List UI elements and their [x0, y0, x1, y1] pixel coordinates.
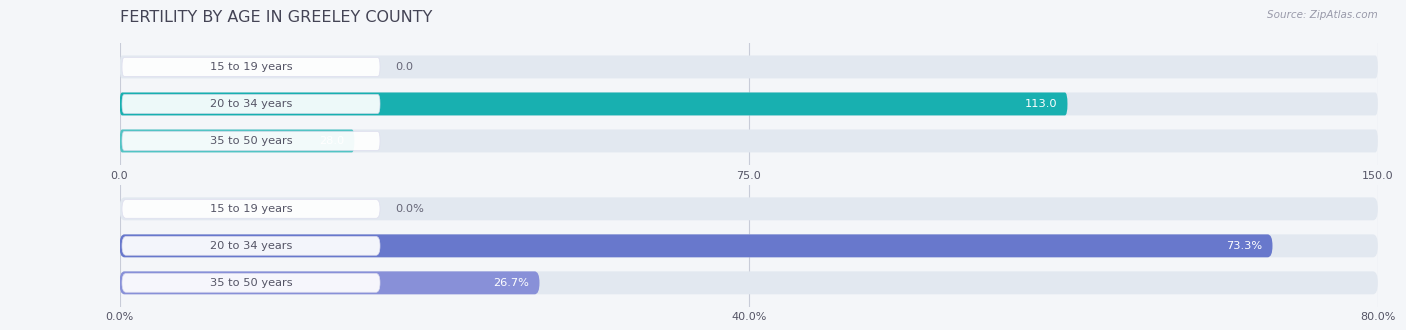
Text: 0.0: 0.0: [395, 62, 413, 72]
Text: 28.0: 28.0: [319, 136, 344, 146]
FancyBboxPatch shape: [122, 94, 380, 114]
FancyBboxPatch shape: [122, 132, 380, 150]
FancyBboxPatch shape: [120, 129, 1378, 152]
FancyBboxPatch shape: [122, 57, 380, 76]
FancyBboxPatch shape: [120, 234, 1272, 257]
FancyBboxPatch shape: [120, 129, 354, 152]
FancyBboxPatch shape: [120, 55, 1378, 79]
Text: 26.7%: 26.7%: [494, 278, 530, 288]
Text: Source: ZipAtlas.com: Source: ZipAtlas.com: [1267, 10, 1378, 20]
Text: 15 to 19 years: 15 to 19 years: [209, 62, 292, 72]
FancyBboxPatch shape: [122, 236, 380, 255]
FancyBboxPatch shape: [120, 92, 1378, 115]
Text: 15 to 19 years: 15 to 19 years: [209, 204, 292, 214]
Text: 20 to 34 years: 20 to 34 years: [209, 99, 292, 109]
Text: 35 to 50 years: 35 to 50 years: [209, 278, 292, 288]
FancyBboxPatch shape: [120, 271, 1378, 294]
FancyBboxPatch shape: [120, 271, 540, 294]
Text: 35 to 50 years: 35 to 50 years: [209, 136, 292, 146]
FancyBboxPatch shape: [122, 199, 380, 218]
Text: 113.0: 113.0: [1025, 99, 1057, 109]
Text: 20 to 34 years: 20 to 34 years: [209, 241, 292, 251]
FancyBboxPatch shape: [122, 274, 380, 292]
FancyBboxPatch shape: [120, 234, 1378, 257]
Text: 73.3%: 73.3%: [1226, 241, 1263, 251]
Text: FERTILITY BY AGE IN GREELEY COUNTY: FERTILITY BY AGE IN GREELEY COUNTY: [120, 10, 432, 25]
FancyBboxPatch shape: [120, 92, 1067, 115]
Text: 0.0%: 0.0%: [395, 204, 425, 214]
FancyBboxPatch shape: [120, 197, 1378, 220]
